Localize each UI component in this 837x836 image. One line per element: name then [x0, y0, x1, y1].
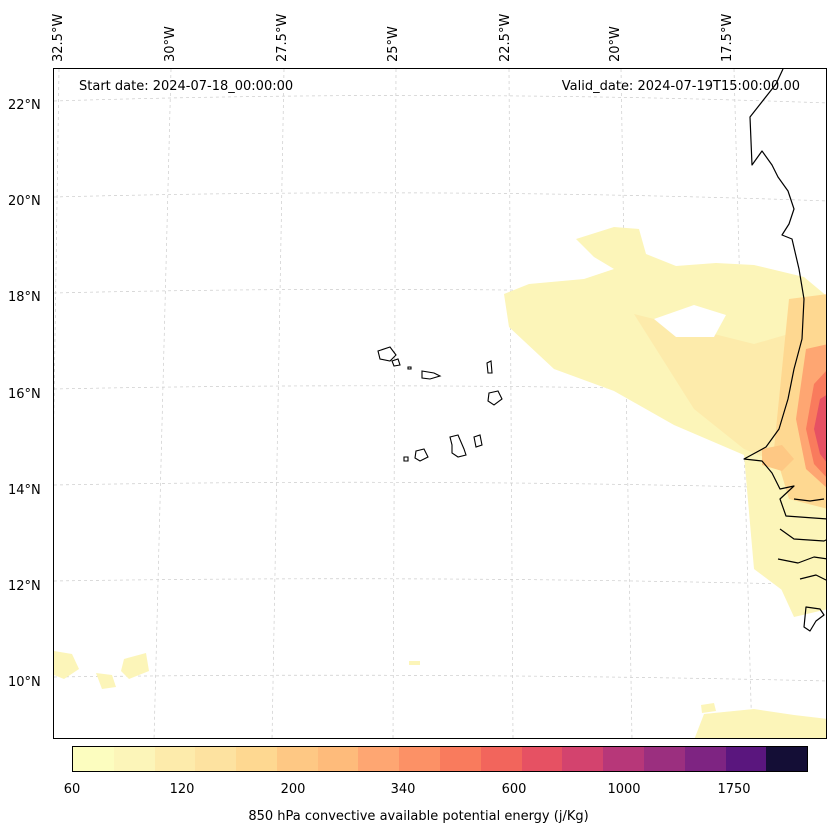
colorbar-swatch — [521, 747, 563, 771]
map-gridlines — [54, 69, 826, 738]
colorbar-swatch — [480, 747, 522, 771]
colorbar-swatch — [276, 747, 318, 771]
valid-date-label: Valid_date: 2024-07-19T15:00:00.00 — [561, 79, 800, 94]
lat-label-14n: 14°N — [8, 483, 41, 498]
colorbar-swatch — [317, 747, 359, 771]
island-fogo — [414, 448, 429, 462]
colorbar-tick-label: 120 — [169, 782, 195, 797]
cape-clear-slot — [654, 305, 726, 337]
cape-south-dot — [701, 703, 716, 713]
colorbar-tick-label: 1750 — [717, 782, 751, 797]
island-santiago — [449, 434, 467, 458]
island-boa-vista — [487, 390, 503, 406]
island-sao-vicente — [391, 358, 401, 367]
colorbar-swatch — [399, 747, 441, 771]
colorbar-swatch — [113, 747, 155, 771]
gambia-estuary — [793, 498, 825, 502]
coastlines — [743, 69, 826, 632]
lon-label-22-5w: 22.5°W — [498, 13, 513, 62]
island-maio — [473, 434, 483, 448]
start-date-label: Start date: 2024-07-18_00:00:00 — [79, 79, 294, 94]
cape-west-blob1 — [54, 651, 79, 679]
colorbar-swatch — [73, 747, 114, 771]
lat-label-18n: 18°N — [8, 290, 41, 305]
lon-label-30w: 30°W — [163, 26, 178, 62]
colorbar-swatch — [603, 747, 644, 771]
cape-dot — [409, 661, 420, 665]
cape-plume-outer — [504, 227, 826, 599]
lat-label-20n: 20°N — [8, 194, 41, 209]
lon-label-20w: 20°W — [608, 26, 623, 62]
colorbar-tick-label: 1000 — [607, 782, 641, 797]
lon-label-27-5w: 27.5°W — [275, 13, 290, 62]
cape-core — [814, 395, 826, 462]
lat-label-16n: 16°N — [8, 387, 41, 402]
colorbar-swatch — [643, 747, 685, 771]
cape-west-blob3 — [96, 673, 116, 689]
colorbar — [72, 746, 808, 772]
cape-blob-orange — [762, 445, 794, 471]
cape-field — [54, 227, 826, 738]
colorbar-swatch — [195, 747, 237, 771]
lat-label-12n: 12°N — [8, 579, 41, 594]
lat-label-22n: 22°N — [8, 98, 41, 113]
african-coastline — [743, 69, 826, 632]
colorbar-title: 850 hPa convective available potential e… — [248, 809, 589, 824]
colorbar-swatch — [154, 747, 196, 771]
lat-label-10n: 10°N — [8, 675, 41, 690]
colorbar-swatch — [440, 747, 481, 771]
lon-label-17-5w: 17.5°W — [720, 13, 735, 62]
colorbar-tick-label: 340 — [390, 782, 416, 797]
colorbar-swatch — [236, 747, 277, 771]
colorbar-tick-label: 200 — [280, 782, 306, 797]
island-sao-nicolau — [421, 370, 442, 380]
colorbar-swatch — [684, 747, 726, 771]
colorbar-tick-label: 60 — [63, 782, 81, 797]
map-panel[interactable] — [53, 68, 827, 739]
colorbar-swatch — [725, 747, 767, 771]
cape-west-blob2 — [121, 653, 149, 679]
colorbar-swatch — [358, 747, 400, 771]
lon-label-25w: 25°W — [386, 26, 401, 62]
island-santo-antao — [377, 346, 397, 362]
island-sal — [486, 360, 493, 374]
colorbar-swatch — [562, 747, 604, 771]
colorbar-swatch — [766, 747, 808, 771]
cabo-verde-islands — [377, 346, 503, 462]
colorbar-tick-label: 600 — [501, 782, 527, 797]
island-brava — [403, 456, 409, 462]
cape-map — [54, 69, 826, 738]
cape-south-blob — [694, 709, 826, 738]
island-santa-luzia — [407, 366, 412, 370]
lon-label-32-5w: 32.5°W — [51, 13, 66, 62]
